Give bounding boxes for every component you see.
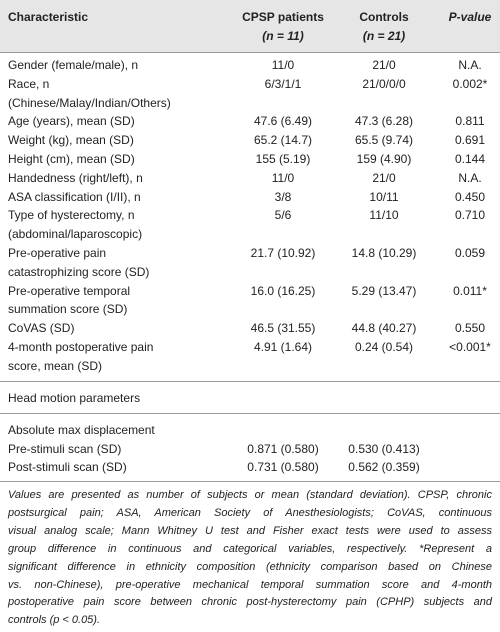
row-label: Race, n [8,76,50,91]
footnote-line: controls (p < 0.05). [8,614,101,627]
row-label: Pre-operative temporal [8,283,131,298]
cell: 159 (4.90) [356,152,412,166]
header-cell: P-value [448,10,492,24]
row-label: Gender (female/male), n [8,58,139,72]
cell: 0.059 [454,246,486,260]
row-label: Pre-operative pain [8,246,107,260]
footnote-line: significant difference in ethnicity comp… [8,560,492,573]
cell: 0.811 [455,114,485,129]
cell: 155 (5.19) [255,152,311,166]
cell: <0.001* [449,340,491,354]
cell: 0.144 [454,152,486,166]
footnote-line: postsurgical pain; ASA, American Society… [8,506,492,519]
cell: 3/8 [274,189,292,204]
row-label: (abdominal/laparoscopic) [8,227,143,242]
cell: 11/0 [271,58,295,72]
row-label: Handedness (right/left), n [8,170,143,185]
footnote-line: Values are presented as number of subjec… [8,489,492,501]
row-label: Height (cm), mean (SD) [8,152,135,166]
row-label: score, mean (SD) [8,358,103,373]
row-label: CoVAS (SD) [8,321,75,336]
header-cell: Characteristic [8,10,89,24]
row-label: 4-month postoperative pain [8,340,154,354]
cell: 5/6 [274,208,292,223]
cell: 0.011* [453,283,487,298]
cell: 0.691 [454,133,486,148]
header-rule [0,52,500,53]
cell: 16.0 (16.25) [250,283,316,298]
header-cell: CPSP patients [242,10,324,24]
header-cell: (n = 21) [362,29,406,43]
cell: 0.731 (0.580) [247,460,319,475]
header-cell: Controls [359,10,409,24]
footnote-line: vs. non-Chinese), pre-operative mechanic… [8,578,492,591]
cell: 0.871 (0.580) [247,441,319,456]
cell: 47.6 (6.49) [253,114,313,129]
cell: 44.8 (40.27) [351,321,417,336]
cell: N.A. [458,170,482,185]
row-label: (Chinese/Malay/Indian/Others) [8,95,171,110]
cell: 6/3/1/1 [264,76,302,91]
row-label: Weight (kg), mean (SD) [8,133,134,148]
cell: 11/10 [369,208,399,223]
row-label: Type of hysterectomy, n [8,208,135,223]
cell: 5.29 (13.47) [351,283,417,298]
footnote-line: visual analog scale; Mann Whitney U test… [8,524,492,537]
cell: 21/0/0/0 [362,76,406,91]
section-title: Head motion parameters [8,391,141,405]
cell: 4.91 (1.64) [253,340,313,354]
section-subtitle: Absolute max displacement [8,423,155,437]
header-background [0,0,500,52]
cell: 0.710 [454,208,486,223]
cell: 0.562 (0.359) [348,460,420,475]
section-rule [0,413,500,414]
cell: 46.5 (31.55) [250,321,316,336]
cell: 21/0 [372,170,396,185]
header-cell: (n = 11) [262,29,304,43]
cell: 0.24 (0.54) [354,340,414,354]
cell: 21.7 (10.92) [250,246,316,260]
cell: 14.8 (10.29) [351,246,417,260]
cell: 0.530 (0.413) [348,441,420,456]
cell: 0.002* [452,76,488,91]
row-label: catastrophizing score (SD) [8,264,150,279]
row-label: Post-stimuli scan (SD) [8,460,127,475]
cell: N.A. [458,58,482,72]
row-label: summation score (SD) [8,302,128,317]
cell: 11/0 [271,170,295,185]
footnote-line: postoperative pain score between chronic… [8,596,492,609]
row-label: Age (years), mean (SD) [8,114,135,129]
cell: 10/11 [369,189,399,204]
cell: 47.3 (6.28) [354,114,414,129]
cell: 0.550 [454,321,486,336]
row-label: ASA classification (I/II), n [8,189,141,204]
cell: 65.5 (9.74) [354,133,414,148]
footnote-line: group difference in continuous and categ… [8,542,492,555]
cell: 21/0 [372,58,396,72]
footer-rule [0,481,500,482]
cell: 65.2 (14.7) [253,133,313,148]
cell: 0.450 [454,189,486,204]
section-rule [0,381,500,382]
row-label: Pre-stimuli scan (SD) [8,441,122,456]
